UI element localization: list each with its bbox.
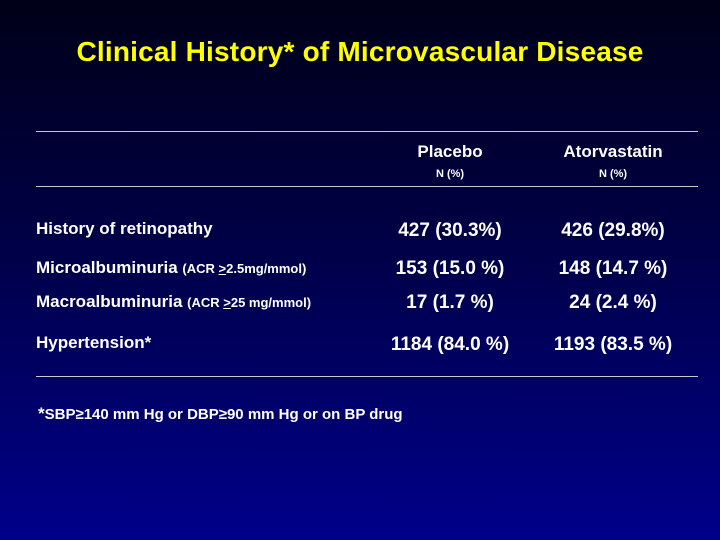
- row-label-qualifier: (ACR >2.5mg/mmol): [182, 261, 307, 276]
- table-row-label: Macroalbuminuria (ACR >25 mg/mmol): [36, 292, 311, 312]
- table-row-label: Microalbuminuria (ACR >2.5mg/mmol): [36, 258, 306, 278]
- footnote-marker: *: [38, 404, 45, 423]
- footnote-text: SBP≥140 mm Hg or DBP≥90 mm Hg or on BP d…: [44, 406, 403, 423]
- column-header-name: Placebo: [417, 142, 483, 161]
- table-row-label: History of retinopathy: [36, 219, 213, 239]
- table-cell-atorvastatin: 426 (29.8%): [561, 220, 665, 241]
- table-bottom-rule: [36, 376, 698, 377]
- table-row-label: Hypertension*: [36, 333, 151, 353]
- table-top-rule: [36, 131, 698, 132]
- table-cell-placebo: 427 (30.3%): [398, 220, 502, 241]
- column-header-placebo: Placebo N (%): [375, 142, 525, 180]
- table-cell-atorvastatin: 148 (14.7 %): [558, 258, 668, 279]
- slide-title: Clinical History* of Microvascular Disea…: [76, 36, 644, 67]
- table-cell-atorvastatin: 1193 (83.5 %): [553, 334, 673, 355]
- column-header-name: Atorvastatin: [563, 142, 663, 161]
- row-label-text: History of retinopathy: [36, 219, 213, 238]
- table-cell-placebo: 153 (15.0 %): [395, 258, 505, 279]
- row-label-qualifier: (ACR >25 mg/mmol): [187, 295, 312, 310]
- column-header-sub: N (%): [435, 168, 465, 180]
- column-header-atorvastatin: Atorvastatin N (%): [538, 142, 688, 180]
- table-cell-atorvastatin: 24 (2.4 %): [569, 292, 657, 313]
- table-cell-placebo: 1184 (84.0 %): [390, 334, 510, 355]
- table-cell-placebo: 17 (1.7 %): [406, 292, 494, 313]
- row-label-text: Hypertension*: [36, 333, 152, 352]
- row-label-text: Microalbuminuria: [36, 258, 183, 277]
- table-header-rule: [36, 186, 698, 187]
- row-label-text: Macroalbuminuria: [36, 292, 188, 311]
- column-header-sub: N (%): [598, 168, 628, 180]
- footnote: *SBP≥140 mm Hg or DBP≥90 mm Hg or on BP …: [38, 404, 403, 424]
